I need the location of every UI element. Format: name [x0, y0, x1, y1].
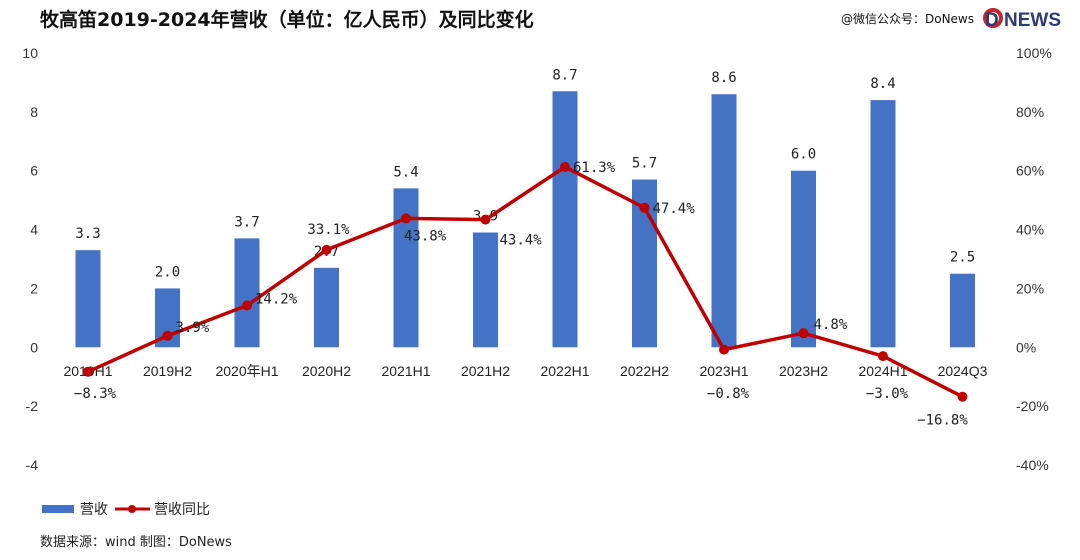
bar-data-label: 3.3 [75, 226, 100, 242]
left-axis-tick: -4 [26, 457, 39, 473]
legend-line-label: 营收同比 [154, 502, 210, 518]
bar-data-label: 2.0 [155, 264, 180, 280]
growth-data-label: 43.8% [404, 228, 447, 244]
right-axis-tick: 40% [1016, 222, 1044, 238]
bar-data-label: 8.7 [552, 67, 577, 83]
right-axis-tick: 0% [1016, 339, 1036, 355]
left-axis-tick: 8 [30, 104, 38, 120]
growth-data-label: −16.8% [917, 413, 968, 429]
category-label: 2024H1 [858, 363, 907, 379]
left-axis-tick: -2 [26, 398, 39, 414]
bar-data-label: 8.6 [711, 70, 736, 86]
left-axis-tick: 0 [30, 339, 38, 355]
bar-data-label: 3.7 [234, 214, 259, 230]
growth-data-label: −3.0% [866, 386, 909, 402]
legend: 营收 营收同比 [42, 502, 210, 518]
growth-point [560, 161, 570, 172]
revenue-bar [711, 94, 737, 348]
growth-point [878, 351, 888, 362]
category-label: 2022H1 [540, 363, 589, 379]
growth-data-label: 14.2% [255, 291, 298, 307]
right-axis-tick: 80% [1016, 104, 1044, 120]
bar-data-label: 5.7 [632, 156, 657, 172]
growth-data-label: −0.8% [707, 386, 750, 402]
growth-point [480, 214, 491, 225]
category-label: 2022H2 [620, 363, 669, 379]
growth-point [242, 300, 252, 311]
svg-text:NEWS: NEWS [1004, 10, 1061, 31]
category-label: 2023H1 [699, 363, 748, 379]
category-label: 2024Q3 [938, 363, 988, 379]
left-axis-tick: 10 [22, 45, 38, 61]
category-label: 2020年H1 [215, 363, 278, 379]
left-axis-tick: 2 [30, 280, 38, 296]
category-label: 2020H2 [302, 363, 351, 379]
bar-data-label: 8.4 [870, 76, 895, 92]
revenue-bar [950, 273, 975, 348]
legend-bar-label: 营收 [80, 502, 108, 518]
growth-point [957, 391, 968, 402]
revenue-bar [234, 238, 260, 348]
right-axis-tick: 60% [1016, 163, 1044, 179]
growth-point [83, 366, 93, 377]
growth-data-label: −8.3% [74, 386, 117, 402]
left-axis-tick: 6 [30, 163, 38, 179]
growth-point [321, 244, 332, 255]
donews-logo: D NEWS [983, 8, 1061, 31]
revenue-bar [791, 170, 816, 348]
growth-point [401, 213, 411, 224]
revenue-bar [870, 100, 896, 348]
category-label: 2021H2 [461, 363, 510, 379]
growth-data-label: 43.4% [500, 233, 543, 249]
legend-line-marker [128, 505, 136, 513]
growth-point [639, 202, 650, 213]
growth-point [719, 344, 729, 355]
legend-bar-swatch [42, 505, 74, 513]
growth-data-label: 3.9% [176, 320, 210, 336]
left-axis-tick: 4 [30, 222, 38, 238]
bar-data-label: 5.4 [393, 164, 418, 180]
growth-data-label: 47.4% [653, 201, 696, 217]
svg-text:D: D [985, 10, 999, 31]
growth-data-label: 4.8% [814, 317, 848, 333]
growth-data-label: 61.3% [573, 160, 616, 176]
right-axis-tick: -20% [1016, 398, 1049, 414]
growth-point [162, 330, 173, 341]
bar-data-label: 2.5 [950, 250, 975, 266]
revenue-bar [552, 91, 578, 348]
category-label: 2021H1 [381, 363, 430, 379]
right-axis-tick: 100% [1016, 45, 1052, 61]
growth-point [798, 328, 809, 339]
revenue-bar [314, 267, 339, 348]
revenue-bar [393, 188, 419, 348]
category-label: 2023H2 [779, 363, 828, 379]
growth-line [87, 164, 964, 399]
right-axis-tick: -40% [1016, 457, 1049, 473]
revenue-bar [75, 250, 101, 348]
chart-title: 牧高笛2019-2024年营收（单位：亿人民币）及同比变化 [40, 8, 534, 31]
right-axis-tick: 20% [1016, 280, 1044, 296]
source-note: 数据来源：wind 制图：DoNews [40, 535, 232, 550]
growth-data-label: 33.1% [307, 222, 350, 238]
bar-data-label: 6.0 [791, 147, 816, 163]
revenue-bar [473, 232, 498, 348]
category-label: 2019H2 [143, 363, 192, 379]
watermark: @微信公众号：DoNews [841, 12, 974, 26]
